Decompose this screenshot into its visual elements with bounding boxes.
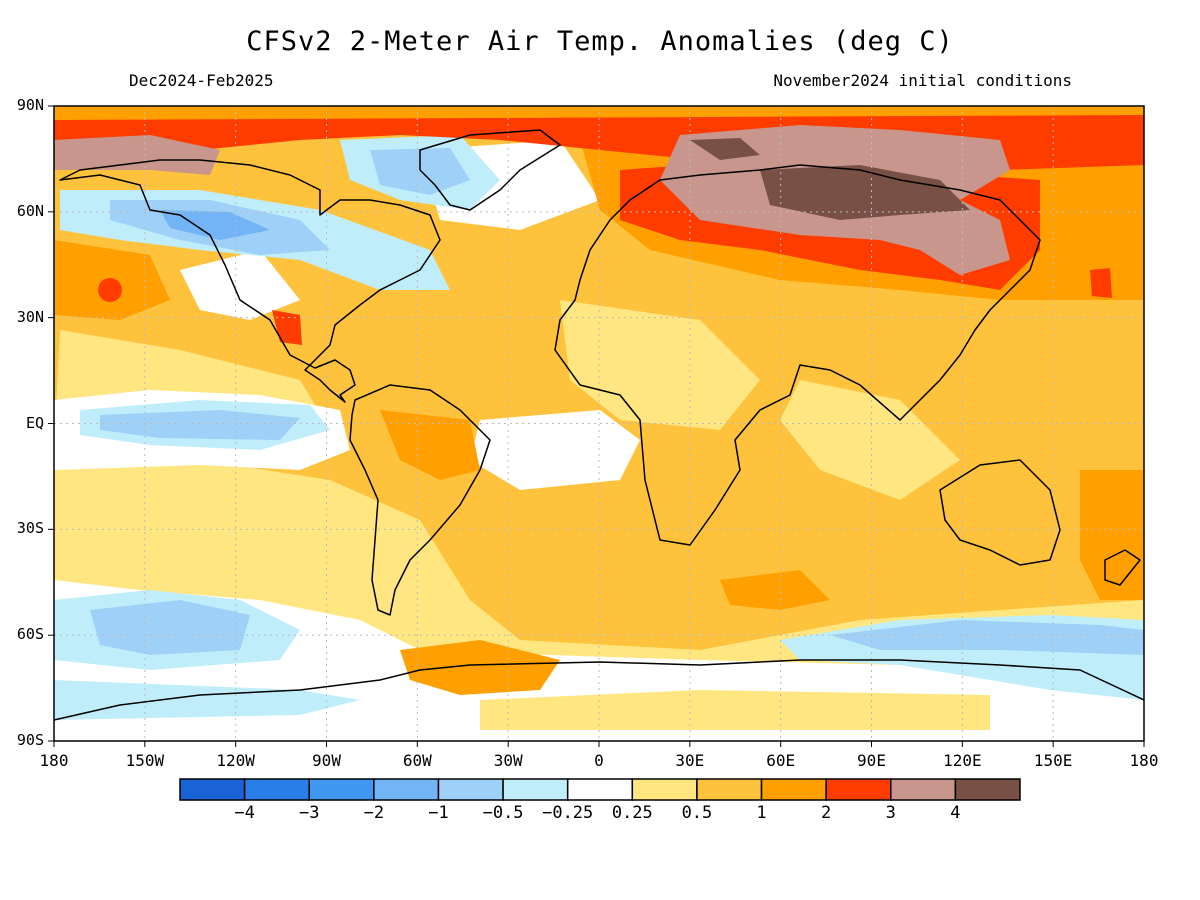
field-region: [380, 410, 480, 480]
field-region: [160, 210, 270, 240]
field-region: [90, 600, 250, 655]
field-region: [720, 570, 830, 610]
colorbar-label: 4: [950, 803, 960, 823]
lon-tick-label: 0: [594, 751, 604, 770]
field-region: [100, 410, 300, 440]
field-region: [480, 690, 990, 730]
coastline-australia: [939, 459, 1061, 566]
coastlines: [53, 129, 1145, 721]
lon-tick-label: 60E: [766, 751, 796, 770]
colorbar-swatch: [437, 778, 504, 801]
field-region: [470, 410, 640, 490]
lon-tick-label: 60W: [402, 751, 432, 770]
coastline-north-america: [59, 159, 441, 403]
field-region: [180, 250, 300, 320]
colorbar-label: 3: [886, 803, 896, 823]
lon-tick-label: 30E: [675, 751, 705, 770]
lon-tick-label: 30W: [493, 751, 523, 770]
colorbar-swatch: [373, 778, 440, 801]
field-region: [560, 300, 760, 430]
lon-tick-label: 120E: [943, 751, 982, 770]
colorbar-label: −4: [234, 803, 254, 823]
colorbar-label: −0.5: [483, 803, 524, 823]
lon-tick-label: 180: [39, 751, 69, 770]
colorbar-swatch: [502, 778, 569, 801]
colorbar-swatch: [631, 778, 698, 801]
initial-conditions: November2024 initial conditions: [773, 71, 1072, 90]
lat-tick-label: 60S: [16, 625, 44, 644]
field-region: [760, 165, 970, 220]
field-region: [400, 640, 560, 695]
lat-tick-label: 90S: [16, 731, 44, 749]
lat-tick-label: EQ: [25, 413, 44, 432]
field-region: [780, 380, 960, 500]
field-region: [98, 278, 122, 302]
colorbar-label: 1: [756, 803, 766, 823]
coastline-antarctica: [53, 659, 1145, 721]
colorbar-label: −3: [299, 803, 319, 823]
lat-tick-label: 30N: [16, 307, 44, 326]
colorbar-swatch: [179, 778, 246, 801]
colorbar-label: −2: [364, 803, 384, 823]
colorbar: −4 −3 −2 −1 −0.5 −0.25 0.25 0.5 1 2 3 4: [179, 778, 1021, 823]
lon-tick-label: 90W: [312, 751, 341, 770]
field-region: [370, 148, 470, 195]
coastline-new-zealand: [1104, 549, 1141, 586]
graticule: [54, 106, 1144, 741]
lon-tick-label: 90E: [857, 751, 886, 770]
colorbar-label: −1: [428, 803, 448, 823]
field-region: [1090, 268, 1112, 298]
colorbar-label: 0.25: [612, 803, 653, 823]
colorbar-swatch: [890, 778, 957, 801]
lat-tick-label: 30S: [16, 519, 44, 538]
colorbar-label: 2: [821, 803, 831, 823]
coastline-south-america: [349, 384, 491, 616]
lat-tick-label: 60N: [16, 201, 44, 220]
lon-tick-label: 150E: [1033, 751, 1073, 770]
colorbar-swatch: [566, 778, 634, 801]
field-region: [1080, 470, 1144, 600]
lon-tick-label: 150W: [125, 751, 165, 770]
field-region: [54, 680, 360, 720]
colorbar-swatch: [696, 778, 763, 801]
colorbar-label: −0.25: [542, 803, 593, 823]
lon-tick-label: 120W: [216, 751, 255, 770]
colorbar-swatch: [760, 778, 827, 801]
field-region: [830, 620, 1144, 655]
lon-tick-label: 180: [1129, 751, 1159, 770]
colorbar-swatch: [954, 778, 1021, 801]
map-title: CFSv2 2-Meter Air Temp. Anomalies (deg C…: [246, 26, 954, 57]
colorbar-swatch: [825, 778, 892, 801]
field-region: [54, 135, 220, 175]
field-region: [690, 138, 760, 160]
coastline-greenland: [419, 129, 561, 211]
forecast-period: Dec2024-Feb2025: [129, 71, 274, 90]
lat-tick-label: 90N: [16, 96, 44, 114]
colorbar-swatch: [243, 778, 310, 801]
colorbar-label: 0.5: [682, 803, 713, 823]
colorbar-swatch: [308, 778, 375, 801]
coastline-africa-eurasia: [554, 164, 1041, 546]
axis-ticks: [48, 105, 1145, 747]
